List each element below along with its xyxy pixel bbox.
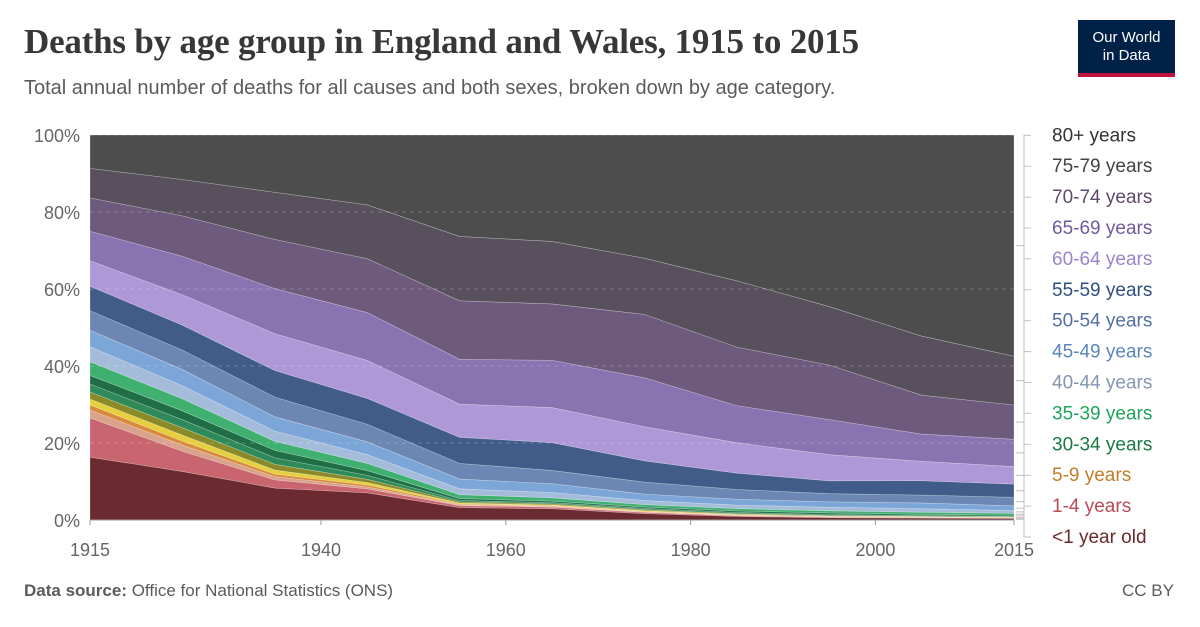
area-series-30-34-years[interactable] — [89, 374, 1015, 517]
area-series-60-64-years[interactable] — [89, 260, 1015, 485]
x-tick-label: 1940 — [301, 540, 341, 560]
y-tick-label: 60% — [44, 280, 80, 300]
legend-label-80-years[interactable]: 80+ years — [1052, 125, 1136, 146]
plot-areas — [89, 134, 1015, 521]
legend: <1 year old 1-4 years 5-9 years 30-34 years… — [1016, 125, 1152, 548]
area-series-unlabeled-5[interactable] — [89, 391, 1015, 518]
legend-label-1-4-years[interactable]: 1-4 years — [1052, 496, 1131, 517]
legend-label-45-49-years[interactable]: 45-49 years — [1052, 342, 1152, 363]
x-tick-label: 1915 — [70, 540, 110, 560]
x-tick-label: 2000 — [855, 540, 895, 560]
legend-connector — [1016, 134, 1031, 247]
y-tick-label: 40% — [44, 357, 80, 377]
x-tick-label: 1980 — [671, 540, 711, 560]
legend-connector — [1016, 165, 1031, 382]
chart-title: Deaths by age group in England and Wales… — [24, 22, 859, 61]
legend-label-5-9-years[interactable]: 5-9 years — [1052, 465, 1131, 486]
license-link[interactable]: CC BY — [1122, 581, 1174, 600]
legend-label-55-59-years[interactable]: 55-59 years — [1052, 280, 1152, 301]
area-series-50-54-years[interactable] — [89, 310, 1015, 507]
legend-label-40-44-years[interactable]: 40-44 years — [1052, 373, 1152, 394]
legend-label-30-34-years[interactable]: 30-34 years — [1052, 434, 1152, 455]
legend-label-70-74-years[interactable]: 70-74 years — [1052, 187, 1152, 208]
grid-lines — [90, 134, 1014, 444]
x-axis: 1915 1940 1960 1980 2000 2015 — [70, 519, 1034, 560]
logo-line-1: Our World — [1092, 28, 1161, 46]
legend-label-35-39-years[interactable]: 35-39 years — [1052, 403, 1152, 424]
legend-label-50-54-years[interactable]: 50-54 years — [1052, 311, 1152, 332]
y-axis: 0% 20% 40% 60% 80% 100% — [34, 126, 80, 531]
y-tick-label: 20% — [44, 434, 80, 454]
chart-subtitle: Total annual number of deaths for all ca… — [24, 77, 836, 99]
data-source: Data source: Office for National Statist… — [24, 581, 393, 601]
legend-label-1-year-old[interactable]: <1 year old — [1052, 527, 1147, 548]
logo-line-2: in Data — [1102, 46, 1151, 64]
legend-label-60-64-years[interactable]: 60-64 years — [1052, 249, 1152, 270]
area-series-65-69-years[interactable] — [89, 230, 1015, 467]
legend-label-75-79-years[interactable]: 75-79 years — [1052, 156, 1152, 177]
data-source-label: Data source: — [24, 581, 127, 600]
area-series-80-years[interactable] — [89, 134, 1015, 357]
area-series-45-49-years[interactable] — [89, 329, 1015, 511]
y-tick-label: 0% — [54, 511, 80, 531]
x-tick-label: 2015 — [994, 540, 1034, 560]
owid-logo[interactable]: Our World in Data — [1078, 20, 1175, 77]
y-tick-label: 100% — [34, 126, 80, 146]
legend-connector — [1016, 518, 1031, 538]
data-source-text: Office for National Statistics (ONS) — [126, 581, 394, 600]
x-tick-label: 1960 — [486, 540, 526, 560]
y-tick-label: 80% — [44, 203, 80, 223]
legend-label-65-69-years[interactable]: 65-69 years — [1052, 218, 1152, 239]
